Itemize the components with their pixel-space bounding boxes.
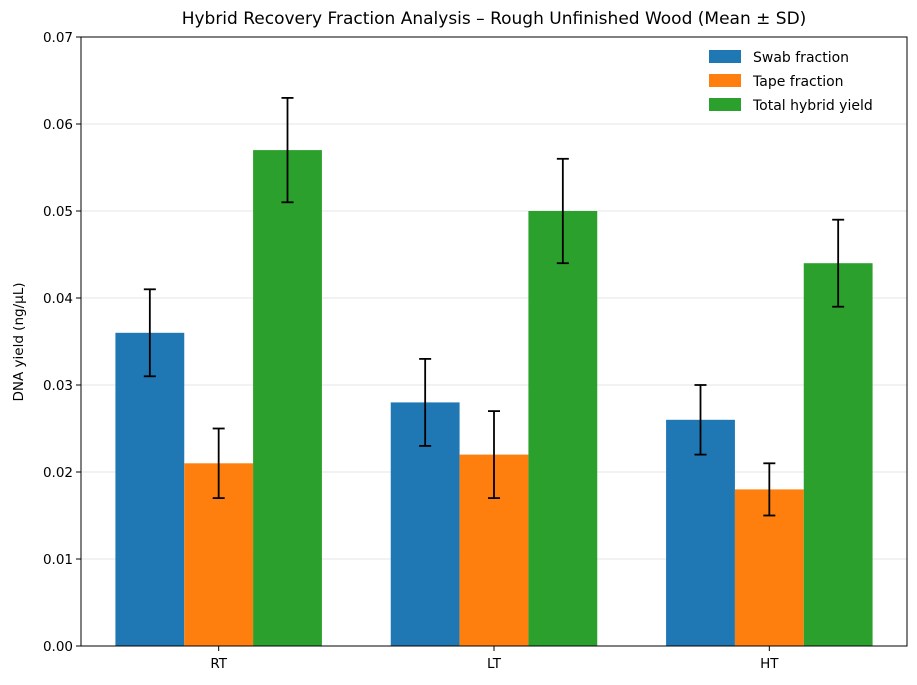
legend-swatch [709, 74, 741, 87]
y-tick-label: 0.00 [43, 639, 73, 655]
error-bar [556, 157, 569, 265]
legend-item: Swab fraction [709, 50, 849, 66]
bar [528, 211, 598, 646]
error-bar [694, 384, 707, 456]
legend-swatch [709, 50, 741, 63]
y-tick-label: 0.06 [43, 117, 73, 133]
legend-swatch [709, 98, 741, 111]
y-tick-label: 0.03 [43, 378, 73, 394]
error-bars [143, 97, 845, 517]
x-tick-label: HT [760, 656, 779, 672]
y-tick-label: 0.05 [43, 204, 73, 220]
error-bar [763, 462, 776, 517]
x-axis: RT LT HT [210, 646, 779, 672]
legend-item: Tape fraction [709, 74, 844, 90]
legend-label: Tape fraction [752, 74, 844, 90]
error-bar [281, 97, 294, 204]
legend: Swab fraction Tape fraction Total hybrid y… [709, 50, 873, 114]
y-tick-label: 0.07 [43, 30, 73, 46]
bar [253, 150, 322, 646]
y-axis: 0.00 0.01 0.02 0.03 0.04 0.05 0.06 0.07 [43, 30, 81, 655]
error-bar [488, 410, 500, 500]
legend-item: Total hybrid yield [709, 98, 873, 114]
x-tick-label: LT [487, 656, 502, 672]
bar [803, 263, 873, 646]
bars [115, 150, 873, 646]
chart-title: Hybrid Recovery Fraction Analysis – Roug… [182, 9, 807, 29]
error-bar [419, 357, 432, 447]
legend-label: Total hybrid yield [752, 98, 873, 114]
bar [115, 332, 185, 646]
error-bar [832, 218, 845, 308]
y-tick-label: 0.04 [43, 291, 73, 307]
y-tick-label: 0.01 [43, 552, 73, 568]
error-bar [143, 288, 156, 378]
y-tick-label: 0.02 [43, 465, 73, 481]
bar [666, 419, 735, 646]
error-bar [212, 427, 225, 500]
x-tick-label: RT [210, 656, 227, 672]
y-axis-label: DNA yield (ng/µL) [11, 283, 27, 402]
legend-label: Swab fraction [753, 50, 849, 66]
